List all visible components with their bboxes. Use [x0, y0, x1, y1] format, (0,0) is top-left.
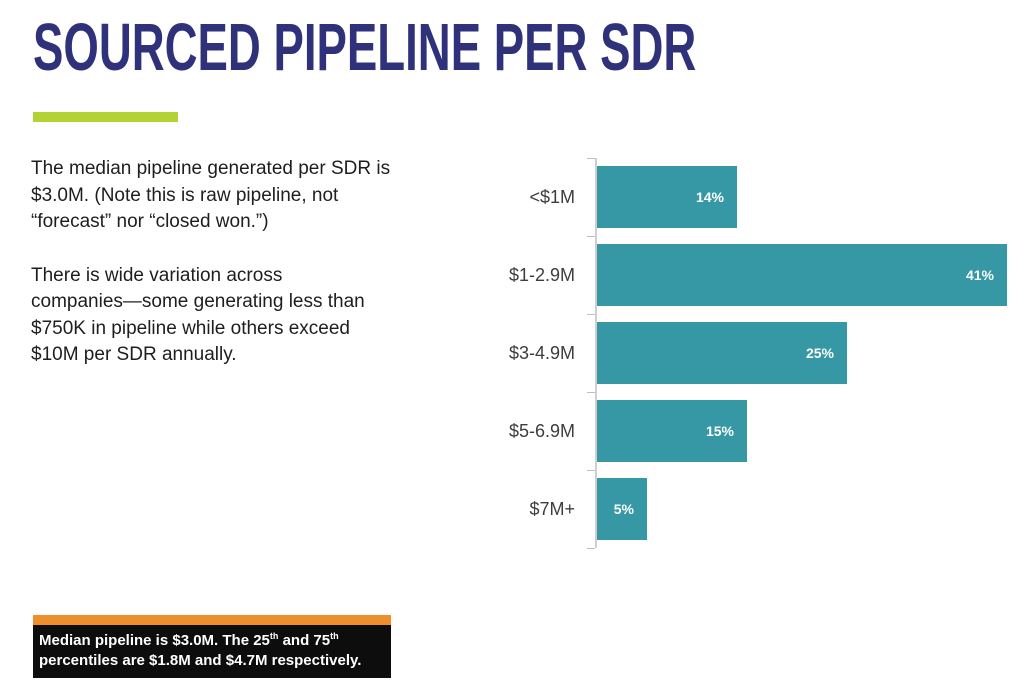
category-label: <$1M [529, 186, 575, 207]
bar: 15% [597, 400, 747, 462]
callout-text: Median pipeline is $3.0M. The 25th and 7… [33, 625, 391, 678]
chart-row: <$1M 14% [480, 158, 1020, 236]
callout-line1-sup-a: th [269, 631, 279, 641]
bar-value-label: 15% [705, 423, 734, 439]
callout-line1-text-b: and 75 [278, 632, 331, 649]
category-label: $7M+ [529, 498, 575, 519]
callout-box: Median pipeline is $3.0M. The 25th and 7… [33, 615, 391, 678]
bar: 25% [597, 322, 847, 384]
callout-line1-sup-b: th [330, 631, 339, 641]
callout-line-2: percentiles are $1.8M and $4.7M respecti… [39, 652, 362, 669]
axis-and-plot-area: 5% [587, 470, 1020, 549]
chart-row: $3-4.9M 25% [480, 314, 1020, 392]
intro-paragraph-2: There is wide variation across companies… [31, 264, 365, 366]
axis-and-plot-area: 14% [587, 158, 1020, 236]
callout-accent-bar [33, 615, 391, 625]
title-accent-bar [33, 112, 178, 122]
callout-line1-text-a: Median pipeline is $3.0M. The 25 [39, 632, 270, 649]
bar-value-label: 14% [695, 189, 724, 205]
bar-chart: <$1M 14% $1-2.9M 41% $3-4.9M 25% $5-6.9M 15% $7M… [480, 158, 1020, 549]
callout-line-1: Median pipeline is $3.0M. The 25th and 7… [39, 631, 383, 651]
chart-row: $5-6.9M 15% [480, 392, 1020, 470]
category-label: $1-2.9M [508, 264, 575, 285]
bar-value-label: 41% [965, 267, 994, 283]
chart-row: $1-2.9M 41% [480, 236, 1020, 314]
bar-value-label: 5% [613, 501, 634, 517]
intro-text: The median pipeline generated per SDR is… [31, 156, 471, 396]
page-title: SOURCED PIPELINE PER SDR [33, 8, 933, 88]
bar-value-label: 25% [805, 345, 834, 361]
bar: 41% [597, 244, 1007, 306]
axis-and-plot-area: 41% [587, 236, 1020, 314]
intro-paragraph-1: The median pipeline generated per SDR is… [31, 158, 391, 232]
bar: 14% [597, 166, 737, 228]
page-title-text: SOURCED PIPELINE PER SDR [33, 10, 697, 85]
axis-and-plot-area: 25% [587, 314, 1020, 392]
category-label: $5-6.9M [508, 420, 575, 441]
axis-and-plot-area: 15% [587, 392, 1020, 470]
category-label: $3-4.9M [508, 342, 575, 363]
bar: 5% [597, 478, 647, 540]
chart-row: $7M+ 5% [480, 470, 1020, 549]
